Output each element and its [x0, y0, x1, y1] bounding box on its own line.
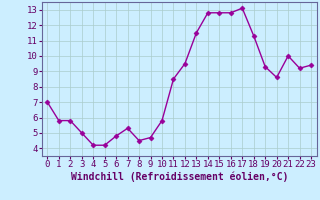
X-axis label: Windchill (Refroidissement éolien,°C): Windchill (Refroidissement éolien,°C)	[70, 172, 288, 182]
